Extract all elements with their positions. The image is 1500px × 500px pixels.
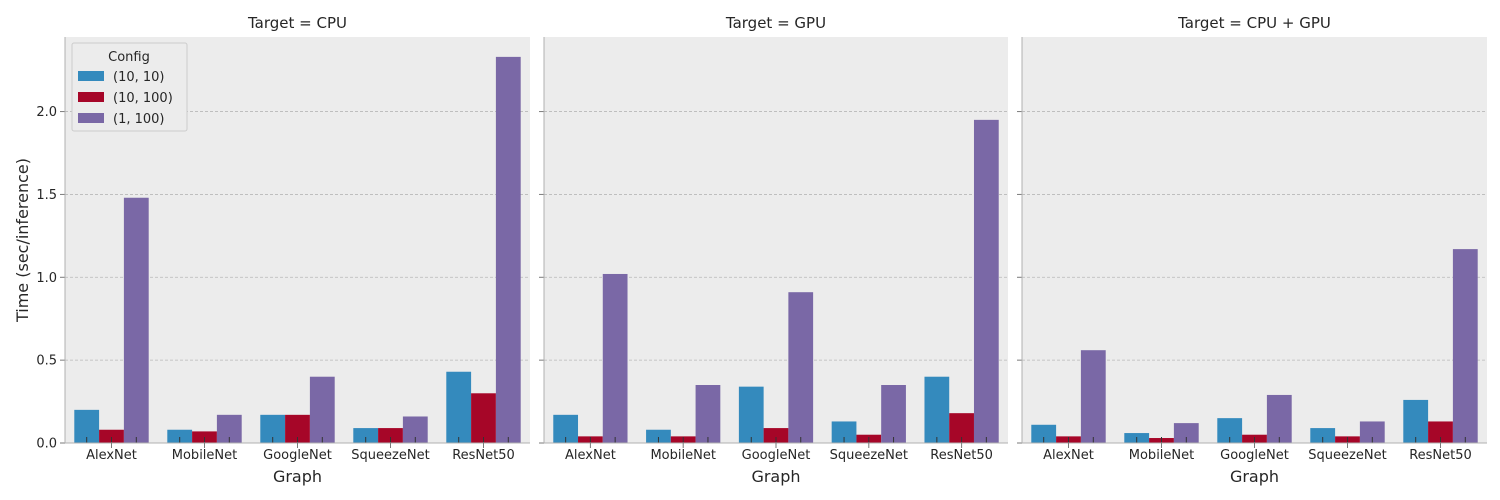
facet-label: Target <box>1177 14 1225 32</box>
x-axis-label: Graph <box>273 467 322 486</box>
x-tick-label: GoogleNet <box>263 448 332 463</box>
bar[interactable] <box>695 385 721 443</box>
legend-entry: (10, 100) <box>113 91 173 106</box>
x-tick-label: SqueezeNet <box>830 448 908 463</box>
x-tick-label: MobileNet <box>1129 448 1194 463</box>
x-tick-label: SqueezeNet <box>1308 448 1386 463</box>
y-tick-label: 1.5 <box>36 188 57 203</box>
legend-entry: (1, 100) <box>113 112 165 127</box>
x-tick-label: ResNet50 <box>930 448 993 463</box>
bar[interactable] <box>881 385 906 443</box>
bar[interactable] <box>763 428 789 443</box>
facet-value: CPU + GPU <box>1247 14 1331 32</box>
facet-eq: = <box>294 14 316 32</box>
facet-eq: = <box>772 14 794 32</box>
y-tick-label: 0.5 <box>36 354 57 369</box>
panel-title: Target = CPU <box>247 14 347 32</box>
bar[interactable] <box>1173 423 1199 443</box>
panel-title: Target = GPU <box>725 14 826 32</box>
x-tick-label: ResNet50 <box>1409 448 1472 463</box>
bar[interactable] <box>831 421 857 443</box>
bar[interactable] <box>123 197 149 443</box>
bar[interactable] <box>788 292 814 443</box>
y-tick-label: 2.0 <box>36 105 57 120</box>
legend-title: Config <box>108 50 150 65</box>
legend-box <box>71 42 188 132</box>
bar[interactable] <box>1266 394 1292 443</box>
bar[interactable] <box>378 428 403 443</box>
bar[interactable] <box>973 119 999 443</box>
bar[interactable] <box>1428 421 1453 443</box>
facet-label: Target <box>247 14 295 32</box>
x-tick-label: AlexNet <box>1043 448 1094 463</box>
panel-title: Target = CPU + GPU <box>1177 14 1331 32</box>
x-tick-label: AlexNet <box>565 448 616 463</box>
bar[interactable] <box>1359 421 1385 443</box>
bar[interactable] <box>167 429 193 443</box>
y-tick-label: 0.0 <box>36 437 57 452</box>
x-axis-label: Graph <box>751 467 800 486</box>
legend-swatch <box>78 113 104 123</box>
bar[interactable] <box>1403 399 1429 443</box>
x-tick-label: AlexNet <box>86 448 137 463</box>
x-tick-label: SqueezeNet <box>351 448 429 463</box>
bar[interactable] <box>1031 424 1057 443</box>
bar[interactable] <box>1452 249 1478 443</box>
legend-entry: (10, 10) <box>113 70 165 85</box>
x-tick-label: GoogleNet <box>1220 448 1289 463</box>
bar[interactable] <box>646 429 671 443</box>
bar[interactable] <box>738 386 764 443</box>
y-axis-label: Time (sec/inference) <box>13 158 32 323</box>
x-tick-label: MobileNet <box>172 448 237 463</box>
facet-eq: = <box>1225 14 1247 32</box>
legend-swatch <box>78 92 104 102</box>
bar[interactable] <box>471 393 496 443</box>
legend-swatch <box>78 71 104 81</box>
facet-label: Target <box>725 14 773 32</box>
bar[interactable] <box>495 56 521 444</box>
bar[interactable] <box>309 376 335 443</box>
x-axis-label: Graph <box>1230 467 1279 486</box>
x-tick-label: GoogleNet <box>742 448 811 463</box>
bar[interactable] <box>99 429 124 443</box>
facet-value: CPU <box>317 14 348 32</box>
x-tick-label: ResNet50 <box>452 448 515 463</box>
bar[interactable] <box>1080 350 1106 443</box>
bar[interactable] <box>353 428 379 443</box>
bar[interactable] <box>602 273 628 443</box>
bar[interactable] <box>1310 428 1336 443</box>
y-tick-label: 1.0 <box>36 271 57 286</box>
bar[interactable] <box>924 376 950 443</box>
x-tick-label: MobileNet <box>650 448 715 463</box>
facet-value: GPU <box>794 14 826 32</box>
bar[interactable] <box>446 371 472 443</box>
